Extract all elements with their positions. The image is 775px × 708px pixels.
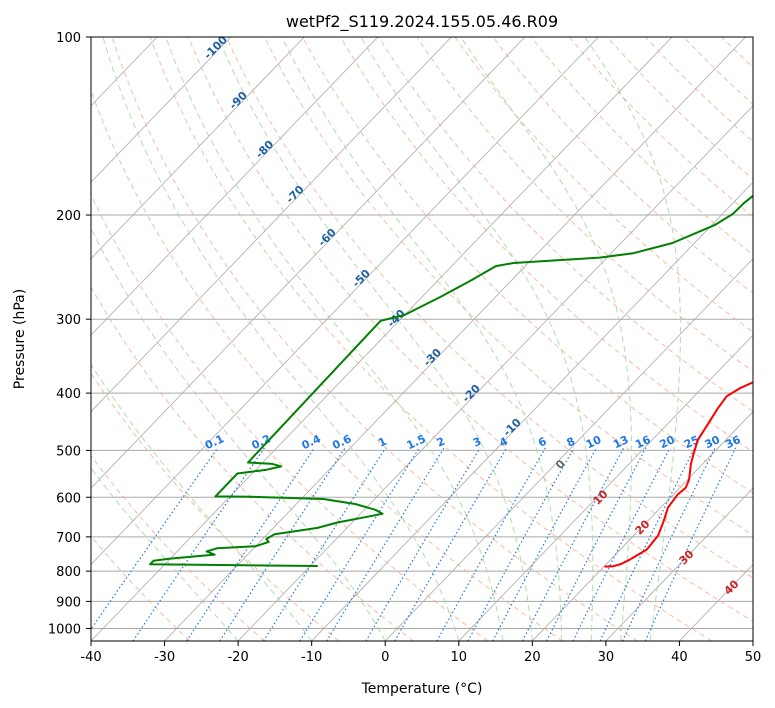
- y-tick-label: 100: [56, 31, 81, 46]
- dry-adiabat-line: [340, 37, 753, 453]
- isotherm-line: [91, 37, 232, 183]
- isotherm-line: [91, 37, 452, 413]
- x-tick-label: -20: [227, 650, 248, 665]
- dry-adiabat-line: [91, 193, 489, 641]
- mixing-ratio-label: 10: [584, 433, 604, 451]
- x-tick-label: -30: [154, 650, 175, 665]
- x-axis: -40 -30 -20 -10 0 10 20 30 40 50: [80, 641, 761, 665]
- y-axis: 100 200 300 400 500 600 700 800 900 1000: [48, 31, 91, 637]
- isotherm-line: [532, 411, 753, 641]
- isotherm-line: [91, 37, 673, 641]
- x-tick-label: 20: [524, 650, 541, 665]
- x-tick-label: 40: [671, 650, 688, 665]
- mixing-ratio-label: 16: [633, 433, 653, 451]
- thermodynamic-lines: [0, 37, 775, 641]
- mixing-ratio-line: [546, 447, 647, 641]
- dry-adiabat-line: [264, 37, 753, 536]
- y-tick-label: 300: [56, 313, 81, 328]
- mixing-ratio-line: [394, 447, 508, 641]
- dry-adiabat-line: [225, 37, 753, 579]
- dry-adiabat-line: [492, 37, 753, 294]
- dry-adiabat-line: [645, 37, 753, 143]
- y-tick-label: 400: [56, 387, 81, 402]
- isotherm-line: [164, 37, 746, 641]
- dry-adiabat-line: [568, 37, 753, 218]
- x-tick-label: -10: [301, 650, 322, 665]
- y-tick-label: 900: [56, 595, 81, 610]
- isotherm-line: [605, 487, 753, 641]
- isotherm-line: [384, 258, 753, 641]
- dewpoint-profile-line: [149, 194, 753, 567]
- mixing-ratio-line: [622, 447, 716, 641]
- dry-adiabat-line: [454, 37, 753, 333]
- x-tick-label: 10: [451, 650, 468, 665]
- y-tick-label: 200: [56, 209, 81, 224]
- isotherm-line: [91, 37, 599, 566]
- x-tick-label: 30: [598, 650, 615, 665]
- mixing-ratio-line: [262, 447, 387, 641]
- mixing-ratio-label: 36: [723, 433, 743, 451]
- dry-adiabat-line: [91, 88, 563, 641]
- dry-adiabat-line: [91, 286, 414, 641]
- dry-adiabat-line: [530, 37, 753, 256]
- dry-adiabat-line: [378, 37, 753, 413]
- isotherm-line: [91, 37, 379, 336]
- dry-adiabat-line: [149, 37, 713, 641]
- x-tick-label: -40: [80, 650, 101, 665]
- x-tick-label: 0: [381, 650, 389, 665]
- isotherm-line: [91, 37, 305, 260]
- isotherm-line: [91, 37, 526, 489]
- mixing-ratio-line: [186, 447, 315, 641]
- mixing-ratio-label: 13: [611, 433, 630, 451]
- chart-title: wetPf2_S119.2024.155.05.46.R09: [286, 12, 558, 32]
- moist-adiabat-line: [584, 37, 681, 641]
- mixing-ratio-line: [365, 447, 481, 641]
- mixing-ratio-line: [132, 447, 265, 641]
- moist-adiabat-line: [217, 37, 533, 641]
- mixing-ratio-line: [299, 447, 420, 641]
- mixing-ratio-line: [521, 447, 625, 641]
- mixing-ratio-label: 20: [658, 433, 678, 451]
- dry-adiabat-line: [760, 37, 775, 641]
- dry-adiabat-line: [607, 37, 753, 180]
- isotherm-line: [237, 105, 753, 641]
- temperature-profile-line: [604, 381, 753, 568]
- mixing-ratio-line: [219, 447, 346, 641]
- x-axis-label: Temperature (°C): [361, 681, 483, 697]
- y-tick-label: 600: [56, 491, 81, 506]
- y-tick-label: 700: [56, 531, 81, 546]
- y-tick-label: 800: [56, 565, 81, 580]
- moist-adiabat-line: [102, 37, 460, 641]
- plot-background: [91, 37, 753, 641]
- moist-adiabat-line: [281, 37, 563, 641]
- y-tick-label: 500: [56, 444, 81, 459]
- isotherm-line: [458, 334, 753, 641]
- y-tick-label: 1000: [48, 622, 81, 637]
- moist-adiabat-line: [360, 37, 594, 641]
- mixing-ratio-label: 30: [703, 433, 723, 451]
- mixing-ratio-line: [91, 447, 219, 631]
- moist-adiabat-line: [460, 37, 632, 641]
- y-axis-label: Pressure (hPa): [12, 289, 28, 389]
- dry-adiabat-line: [416, 37, 753, 373]
- plot-frame: [90, 36, 754, 642]
- isotherm-line: [0, 37, 10, 641]
- dry-adiabat-line: [302, 37, 753, 494]
- dry-adiabat-line: [91, 535, 191, 641]
- moist-adiabat-line: [91, 227, 386, 641]
- isotherm-line: [752, 640, 753, 641]
- dry-adiabat-line: [91, 455, 265, 641]
- x-tick-label: 50: [745, 650, 762, 665]
- dry-adiabat-line: [111, 37, 638, 641]
- moist-adiabat-line: [165, 37, 504, 641]
- profile-series: [149, 194, 753, 568]
- moist-adiabat-line: [91, 467, 239, 641]
- mixing-ratio-line: [644, 447, 737, 641]
- moist-adiabat-line: [91, 363, 313, 641]
- mixing-ratio-line: [492, 447, 598, 641]
